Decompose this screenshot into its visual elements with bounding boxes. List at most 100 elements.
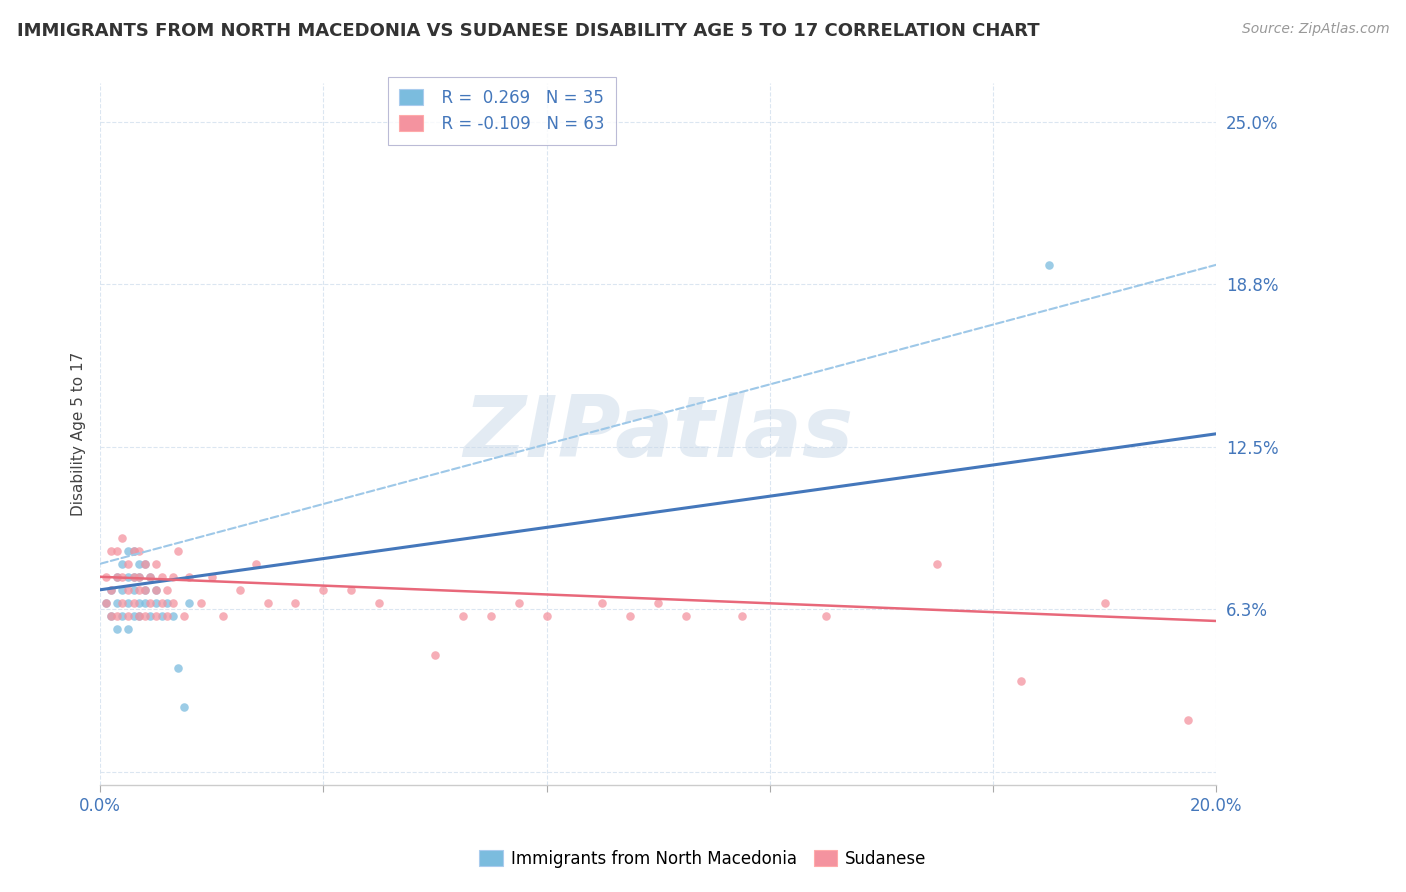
Point [162,570,184,584]
Point [134,557,156,571]
Point [145,608,167,623]
Point [167,543,190,558]
Text: Source: ZipAtlas.com: Source: ZipAtlas.com [1241,22,1389,37]
Point [128,570,150,584]
Point [139,596,162,610]
Point [927,557,949,571]
Point [1177,713,1199,727]
Legend: Immigrants from North Macedonia, Sudanese: Immigrants from North Macedonia, Sudanes… [472,844,934,875]
Point [312,582,335,597]
Point [117,557,139,571]
Point [256,596,278,610]
Point [619,608,641,623]
Point [179,570,201,584]
Point [150,570,173,584]
Point [111,582,134,597]
Point [122,543,145,558]
Point [145,557,167,571]
Point [117,543,139,558]
Point [134,582,156,597]
Point [128,570,150,584]
Point [122,596,145,610]
Point [173,699,195,714]
Point [145,596,167,610]
Point [111,570,134,584]
Point [122,543,145,558]
Point [284,596,307,610]
Point [156,596,179,610]
Point [536,608,558,623]
Point [212,608,235,623]
Point [105,543,128,558]
Point [128,543,150,558]
Point [100,608,122,623]
Point [105,596,128,610]
Point [100,608,122,623]
Point [731,608,754,623]
Point [134,557,156,571]
Point [111,557,134,571]
Point [340,582,363,597]
Point [105,570,128,584]
Text: IMMIGRANTS FROM NORTH MACEDONIA VS SUDANESE DISABILITY AGE 5 TO 17 CORRELATION C: IMMIGRANTS FROM NORTH MACEDONIA VS SUDAN… [17,22,1039,40]
Point [128,608,150,623]
Point [190,596,212,610]
Point [201,570,224,584]
Point [105,622,128,636]
Point [162,596,184,610]
Point [122,582,145,597]
Point [128,582,150,597]
Point [591,596,613,610]
Point [105,570,128,584]
Point [100,582,122,597]
Point [156,608,179,623]
Point [128,557,150,571]
Point [117,582,139,597]
Point [128,596,150,610]
Point [139,608,162,623]
Point [675,608,697,623]
Point [451,608,474,623]
Point [100,582,122,597]
Point [228,582,250,597]
Point [111,608,134,623]
Point [117,622,139,636]
Legend:   R =  0.269   N = 35,   R = -0.109   N = 63: R = 0.269 N = 35, R = -0.109 N = 63 [388,77,616,145]
Point [134,608,156,623]
Point [162,608,184,623]
Point [134,596,156,610]
Point [111,531,134,545]
Point [105,608,128,623]
Point [245,557,267,571]
Point [94,570,117,584]
Point [508,596,530,610]
Point [122,570,145,584]
Point [479,608,502,623]
Point [111,596,134,610]
Point [139,570,162,584]
Point [122,608,145,623]
Point [117,596,139,610]
Y-axis label: Disability Age 5 to 17: Disability Age 5 to 17 [72,351,86,516]
Point [139,570,162,584]
Point [173,608,195,623]
Point [1038,258,1060,272]
Point [94,596,117,610]
Point [145,582,167,597]
Point [423,648,446,662]
Point [179,596,201,610]
Point [128,608,150,623]
Point [122,570,145,584]
Point [814,608,837,623]
Point [94,596,117,610]
Point [647,596,669,610]
Point [100,543,122,558]
Point [145,582,167,597]
Point [117,570,139,584]
Point [150,608,173,623]
Point [156,582,179,597]
Point [150,596,173,610]
Point [167,661,190,675]
Point [368,596,391,610]
Point [1094,596,1116,610]
